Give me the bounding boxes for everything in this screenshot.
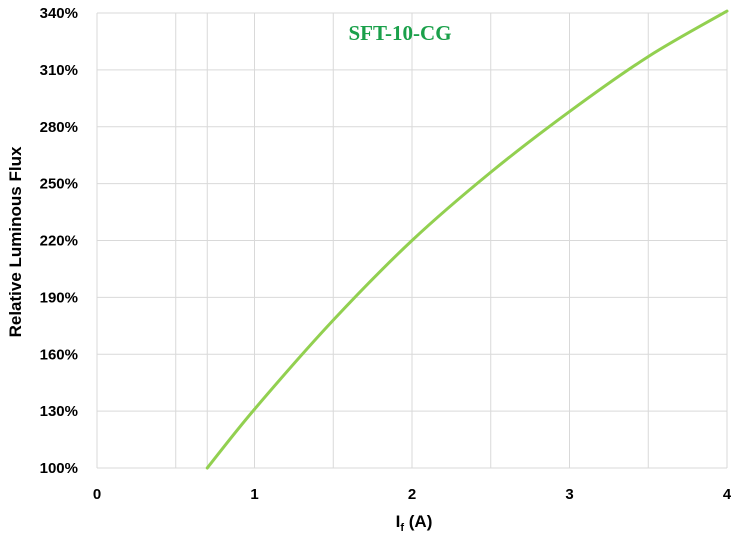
y-tick-label: 250% [40,176,78,193]
x-axis-label-main: I [396,512,401,531]
y-tick-label: 310% [40,62,78,79]
y-tick-label: 190% [40,289,78,306]
y-tick-label: 130% [40,403,78,420]
y-tick-label: 340% [40,5,78,22]
y-tick-label: 220% [40,233,78,250]
y-tick-label: 160% [40,346,78,363]
series-label: SFT-10-CG [348,21,451,45]
grid [96,12,728,469]
series-line [205,9,729,470]
y-tick-label: 280% [40,119,78,136]
x-tick-label: 2 [408,486,416,503]
tick-labels: 100% 130% 160% 190% 220% 250% 280% 310% 340% 0 1 2 3… [40,5,731,503]
x-tick-label: 0 [93,486,101,503]
series-layer [205,9,729,470]
y-tick-label: 100% [40,460,78,477]
x-axis-label-unit: (A) [404,512,432,531]
y-axis-label: Relative Luminous Flux [6,146,25,337]
x-axis-label-sub: f [400,522,404,534]
x-tick-label: 3 [565,486,573,503]
x-axis-label: If (A) [396,512,433,534]
x-tick-label: 4 [723,486,731,503]
x-tick-label: 1 [250,486,258,503]
